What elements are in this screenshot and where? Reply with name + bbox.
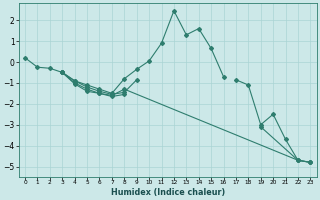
X-axis label: Humidex (Indice chaleur): Humidex (Indice chaleur) <box>111 188 225 197</box>
